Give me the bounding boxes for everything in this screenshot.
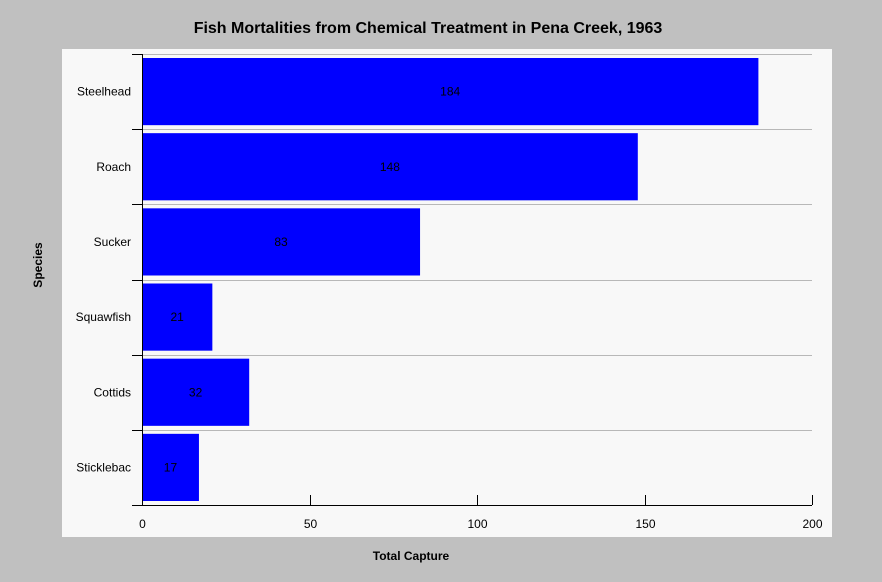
- y-tick-label: Cottids: [94, 385, 131, 399]
- x-tick-label: 200: [802, 517, 822, 531]
- bar: [142, 433, 199, 501]
- bar: [142, 358, 250, 426]
- y-axis-title: Species: [31, 242, 45, 288]
- axes: [132, 54, 813, 506]
- bar-data-label: 184: [440, 85, 460, 99]
- bar-data-label: 148: [380, 160, 400, 174]
- x-tick-label: 50: [304, 517, 318, 531]
- chart-title: Fish Mortalities from Chemical Treatment…: [194, 20, 663, 37]
- bar-data-label: 17: [164, 460, 178, 474]
- y-tick-label: Roach: [96, 160, 131, 174]
- bar-data-label: 21: [170, 310, 184, 324]
- bar: [142, 58, 759, 126]
- y-tick-label: Squawfish: [76, 310, 131, 324]
- bars: [142, 58, 759, 501]
- bar-data-label: 83: [274, 235, 288, 249]
- y-tick-label: Sticklebac: [76, 460, 131, 474]
- x-tick-label: 0: [139, 517, 146, 531]
- x-tick-label: 100: [467, 517, 487, 531]
- x-axis-title: Total Capture: [373, 549, 450, 563]
- bar: [142, 133, 638, 201]
- y-tick-label: Steelhead: [77, 85, 131, 99]
- x-tick-label: 150: [635, 517, 655, 531]
- y-tick-label: Sucker: [94, 235, 131, 249]
- bar: [142, 208, 421, 276]
- bar-data-label: 32: [189, 385, 203, 399]
- bar: [142, 283, 213, 351]
- labels: 184 Steelhead 148 Roach 83 Sucker 21 Squawfish 3…: [76, 85, 823, 531]
